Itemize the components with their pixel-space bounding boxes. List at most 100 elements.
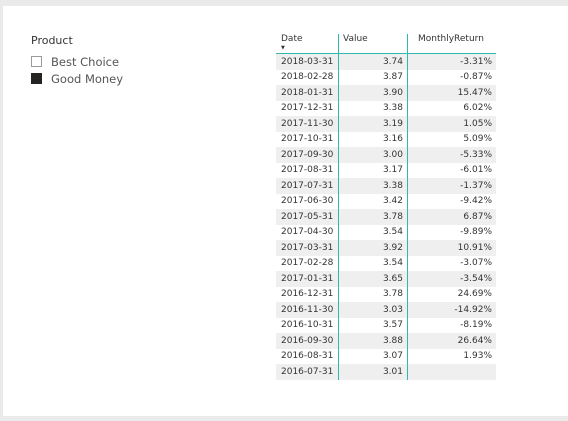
table-row: 2016-07-31 3.01 <box>276 364 496 380</box>
monthly-return-cell: 15.47% <box>407 85 496 101</box>
monthly-return-cell: -3.07% <box>407 255 496 271</box>
monthly-return-cell: -5.33% <box>407 147 496 163</box>
date-cell: 2017-11-30 <box>276 116 339 132</box>
monthly-return-cell: 6.87% <box>407 209 496 225</box>
table-body: 2018-03-31 3.74 -3.31% 2018-02-28 3.87 -0.87%… <box>276 53 496 380</box>
value-cell: 3.07 <box>338 348 408 364</box>
table-row: 2016-12-31 3.78 24.69% <box>276 286 496 302</box>
table-header-row: Date ▼ Value MonthlyReturn <box>276 34 496 54</box>
report-canvas: Product Best Choice Good Money Date ▼ Va… <box>3 6 568 416</box>
monthly-return-cell: -9.89% <box>407 224 496 240</box>
value-cell: 3.87 <box>338 69 408 85</box>
value-cell: 3.54 <box>338 224 408 240</box>
date-cell: 2016-07-31 <box>276 364 339 380</box>
value-cell: 3.57 <box>338 317 408 333</box>
value-cell: 3.01 <box>338 364 408 380</box>
value-cell: 3.88 <box>338 333 408 349</box>
monthly-return-cell: -0.87% <box>407 69 496 85</box>
monthly-return-cell: -1.37% <box>407 178 496 194</box>
monthly-return-cell: 24.69% <box>407 286 496 302</box>
table-row: 2018-01-31 3.90 15.47% <box>276 85 496 101</box>
monthly-return-cell: 1.05% <box>407 116 496 132</box>
slicer-item-label: Best Choice <box>51 54 120 69</box>
value-cell: 3.78 <box>338 286 408 302</box>
value-cell: 3.92 <box>338 240 408 256</box>
table-row: 2017-01-31 3.65 -3.54% <box>276 271 496 287</box>
monthly-return-cell: 10.91% <box>407 240 496 256</box>
column-header-label: MonthlyReturn <box>418 34 484 44</box>
value-cell: 3.00 <box>338 147 408 163</box>
product-slicer: Product Best Choice Good Money <box>31 34 231 87</box>
date-cell: 2016-09-30 <box>276 333 339 349</box>
slicer-item-best-choice[interactable]: Best Choice <box>31 53 231 70</box>
column-header-value[interactable]: Value <box>338 34 408 54</box>
monthly-return-cell: 5.09% <box>407 131 496 147</box>
table-row: 2017-08-31 3.17 -6.01% <box>276 162 496 178</box>
date-cell: 2016-12-31 <box>276 286 339 302</box>
monthly-return-cell: -14.92% <box>407 302 496 318</box>
date-cell: 2016-10-31 <box>276 317 339 333</box>
date-cell: 2017-12-31 <box>276 100 339 116</box>
column-header-date[interactable]: Date ▼ <box>276 34 339 54</box>
table-row: 2017-04-30 3.54 -9.89% <box>276 224 496 240</box>
monthly-return-cell: 26.64% <box>407 333 496 349</box>
date-cell: 2017-05-31 <box>276 209 339 225</box>
slicer-title: Product <box>31 34 73 47</box>
date-cell: 2017-08-31 <box>276 162 339 178</box>
table-row: 2016-09-30 3.88 26.64% <box>276 333 496 349</box>
value-cell: 3.42 <box>338 193 408 209</box>
slicer-item-label: Good Money <box>51 71 124 86</box>
sort-descending-icon: ▼ <box>281 45 285 51</box>
date-cell: 2017-07-31 <box>276 178 339 194</box>
table-row: 2017-03-31 3.92 10.91% <box>276 240 496 256</box>
data-table: Date ▼ Value MonthlyReturn 2018-03-31 3.7… <box>276 34 496 380</box>
column-header-label: Value <box>343 34 368 44</box>
column-header-label: Date <box>281 34 303 44</box>
table-row: 2017-06-30 3.42 -9.42% <box>276 193 496 209</box>
checkbox-icon[interactable] <box>31 56 42 67</box>
value-cell: 3.38 <box>338 178 408 194</box>
table-row: 2016-10-31 3.57 -8.19% <box>276 317 496 333</box>
value-cell: 3.90 <box>338 85 408 101</box>
slicer-item-good-money[interactable]: Good Money <box>31 70 231 87</box>
date-cell: 2018-02-28 <box>276 69 339 85</box>
table-row: 2017-10-31 3.16 5.09% <box>276 131 496 147</box>
monthly-return-cell: -6.01% <box>407 162 496 178</box>
date-cell: 2017-09-30 <box>276 147 339 163</box>
table-row: 2017-07-31 3.38 -1.37% <box>276 178 496 194</box>
table-row: 2017-02-28 3.54 -3.07% <box>276 255 496 271</box>
checkbox-checked-icon[interactable] <box>31 73 42 84</box>
table-row: 2016-11-30 3.03 -14.92% <box>276 302 496 318</box>
date-cell: 2017-06-30 <box>276 193 339 209</box>
date-cell: 2017-02-28 <box>276 255 339 271</box>
date-cell: 2017-10-31 <box>276 131 339 147</box>
value-cell: 3.16 <box>338 131 408 147</box>
value-cell: 3.65 <box>338 271 408 287</box>
value-cell: 3.54 <box>338 255 408 271</box>
date-cell: 2016-11-30 <box>276 302 339 318</box>
value-cell: 3.78 <box>338 209 408 225</box>
monthly-return-cell: 1.93% <box>407 348 496 364</box>
table-row: 2017-09-30 3.00 -5.33% <box>276 147 496 163</box>
value-cell: 3.17 <box>338 162 408 178</box>
date-cell: 2017-03-31 <box>276 240 339 256</box>
table-row: 2018-02-28 3.87 -0.87% <box>276 69 496 85</box>
date-cell: 2017-01-31 <box>276 271 339 287</box>
table-row: 2017-11-30 3.19 1.05% <box>276 116 496 132</box>
date-cell: 2017-04-30 <box>276 224 339 240</box>
value-cell: 3.03 <box>338 302 408 318</box>
value-cell: 3.19 <box>338 116 408 132</box>
column-header-monthly-return[interactable]: MonthlyReturn <box>407 34 496 54</box>
date-cell: 2018-01-31 <box>276 85 339 101</box>
monthly-return-cell: 6.02% <box>407 100 496 116</box>
monthly-return-cell: -8.19% <box>407 317 496 333</box>
date-cell: 2018-03-31 <box>276 53 339 70</box>
date-cell: 2016-08-31 <box>276 348 339 364</box>
value-cell: 3.38 <box>338 100 408 116</box>
table-row: 2018-03-31 3.74 -3.31% <box>276 53 496 70</box>
table-row: 2016-08-31 3.07 1.93% <box>276 348 496 364</box>
monthly-return-cell: -9.42% <box>407 193 496 209</box>
value-cell: 3.74 <box>338 53 408 70</box>
monthly-return-cell: -3.54% <box>407 271 496 287</box>
table-row: 2017-12-31 3.38 6.02% <box>276 100 496 116</box>
